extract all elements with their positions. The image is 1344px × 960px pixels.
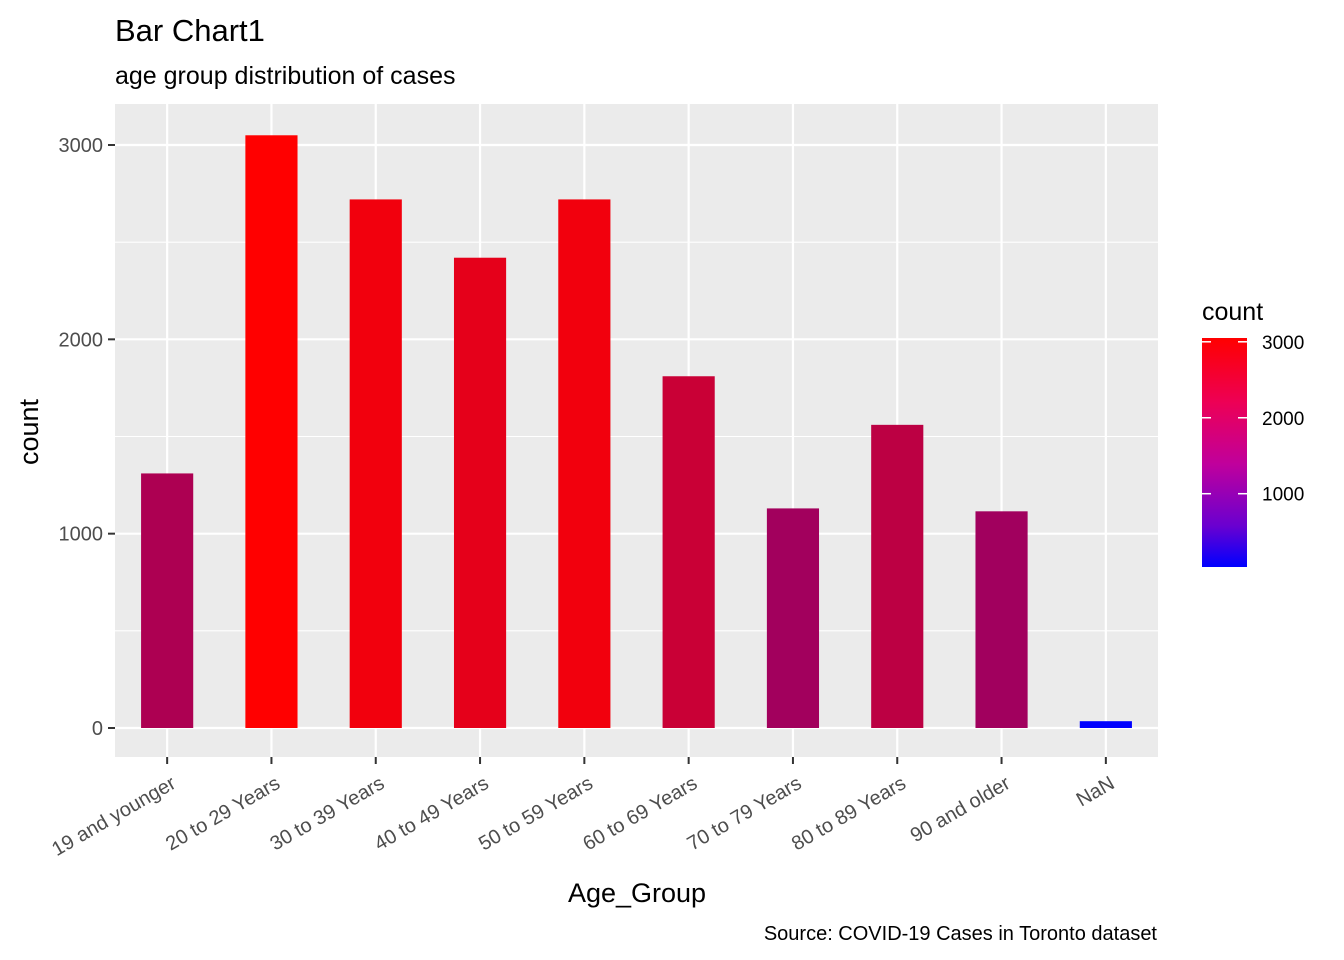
bar-70-to-79-years xyxy=(766,508,820,728)
chart-caption: Source: COVID-19 Cases in Toronto datase… xyxy=(764,923,1158,945)
bar-nan xyxy=(1079,721,1132,728)
x-tick-label: 60 to 69 Years xyxy=(579,772,701,855)
bar-50-to-59-years xyxy=(558,199,611,728)
legend-label: 1000 xyxy=(1262,485,1304,506)
y-tick-label: 3000 xyxy=(59,135,104,157)
legend-colorbar xyxy=(1202,338,1247,567)
bar-80-to-89-years xyxy=(871,424,924,728)
legend-ticks: 1000 2000 3000 xyxy=(1202,333,1304,506)
x-tick-label: 20 to 29 Years xyxy=(162,772,284,855)
bar-30-to-39-years xyxy=(349,199,402,728)
bars xyxy=(141,135,1132,729)
x-tick-label: 90 and older xyxy=(907,772,1015,847)
chart-title: Bar Chart1 xyxy=(115,13,265,48)
color-legend: count 1000 2000 3000 xyxy=(1202,298,1304,567)
y-tick-label: 0 xyxy=(92,718,103,740)
x-tick-label: 50 to 59 Years xyxy=(475,772,597,855)
chart-subtitle: age group distribution of cases xyxy=(115,62,456,90)
x-tick-label: NaN xyxy=(1073,772,1119,811)
y-tick-label: 1000 xyxy=(59,524,104,546)
bar-40-to-49-years xyxy=(453,257,507,728)
x-tick-label: 40 to 49 Years xyxy=(371,772,493,855)
bar-60-to-69-years xyxy=(662,376,715,728)
x-tick-label: 80 to 89 Years xyxy=(788,772,910,855)
legend-title: count xyxy=(1202,298,1263,326)
x-tick-label: 70 to 79 Years xyxy=(684,772,806,855)
y-axis-title: count xyxy=(14,398,44,465)
x-tick-label: 30 to 39 Years xyxy=(266,772,388,855)
bar-20-to-29-years xyxy=(245,135,298,729)
bar-90-and-older xyxy=(975,511,1028,728)
legend-label: 3000 xyxy=(1262,333,1304,354)
y-tick-label: 2000 xyxy=(59,329,104,351)
bar-19-and-younger xyxy=(141,473,194,728)
legend-label: 2000 xyxy=(1262,409,1304,430)
x-tick-label: 19 and younger xyxy=(48,772,180,861)
x-axis-title: Age_Group xyxy=(568,878,706,908)
